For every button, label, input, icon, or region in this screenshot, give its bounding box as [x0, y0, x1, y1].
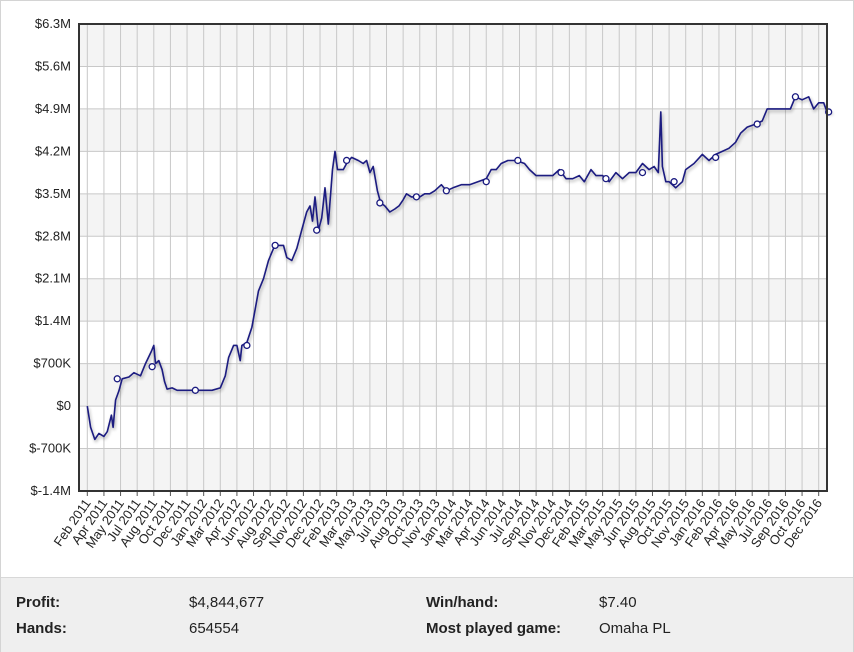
- winhand-value: $7.40: [599, 594, 637, 611]
- series-point: [191, 386, 200, 394]
- hands-value: 654554: [189, 620, 240, 637]
- profit-value: $4,844,677: [189, 594, 265, 611]
- series-point: [791, 93, 800, 101]
- series-point: [412, 193, 421, 201]
- y-tick-label: $3.5M: [35, 186, 71, 201]
- series-point: [243, 341, 251, 350]
- y-tick-label: $2.1M: [35, 271, 71, 286]
- series-point: [113, 375, 121, 383]
- series-point: [514, 156, 522, 165]
- series-point: [376, 199, 384, 207]
- profit-label: Profit:: [16, 594, 61, 611]
- stats-panel: Profit: $4,844,677 Hands: 654554 Win/han…: [1, 577, 853, 652]
- y-tick-label: $4.2M: [35, 143, 71, 158]
- series-point: [313, 226, 321, 234]
- series-point: [711, 153, 720, 162]
- y-tick-label: $-1.4M: [31, 483, 71, 498]
- y-tick-label: $5.6M: [35, 58, 71, 73]
- series-point: [753, 120, 761, 128]
- series-point: [638, 168, 647, 177]
- y-tick-label: $0: [57, 398, 71, 413]
- series-point: [602, 175, 610, 183]
- profit-chart: $6.3M $5.6M $4.9M $4.2M $3.5M $2.8M $2.1M $1.4M…: [29, 16, 833, 551]
- plot-border: [78, 23, 828, 492]
- series-point: [271, 241, 279, 250]
- most-played-game-value: Omaha PL: [599, 620, 671, 637]
- y-tick-label: $700K: [33, 356, 71, 371]
- series-point: [557, 168, 565, 177]
- hands-label: Hands:: [16, 620, 67, 637]
- y-tick-label: $6.3M: [35, 16, 71, 31]
- series-point: [670, 178, 678, 186]
- series-point: [482, 178, 490, 186]
- winhand-label: Win/hand:: [426, 594, 499, 611]
- y-tick-label: $-700K: [29, 441, 71, 456]
- series-point: [148, 363, 156, 371]
- y-tick-label: $2.8M: [35, 228, 71, 243]
- profit-series-line: [86, 96, 832, 441]
- y-tick-label: $4.9M: [35, 101, 71, 116]
- most-played-game-label: Most played game:: [426, 620, 562, 637]
- series-point: [442, 187, 451, 195]
- y-tick-label: $1.4M: [35, 313, 71, 328]
- series-point: [342, 156, 351, 165]
